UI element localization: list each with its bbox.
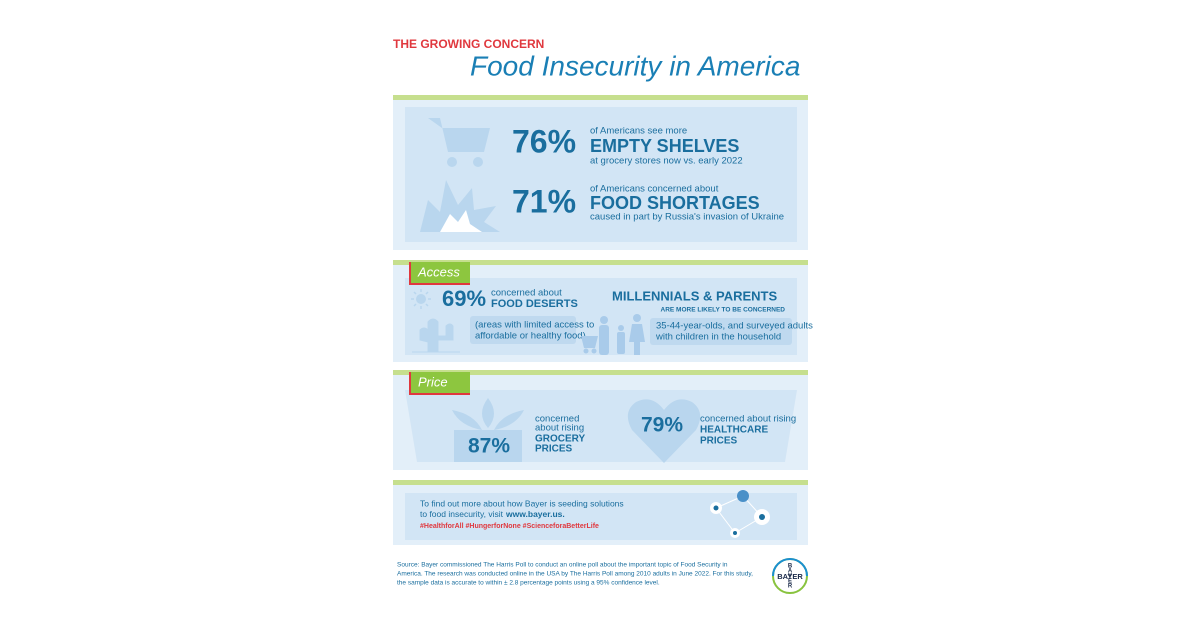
kicker: THE GROWING CONCERN xyxy=(393,37,544,51)
cart-icon xyxy=(428,118,490,167)
note-box xyxy=(650,318,792,345)
price-headline: HEALTHCARE xyxy=(700,425,768,436)
panel-bar xyxy=(393,370,808,375)
price-headline: GROCERY xyxy=(535,434,586,445)
heart-icon xyxy=(627,399,701,463)
stat-headline: EMPTY SHELVES xyxy=(590,136,739,156)
price-headline: PRICES xyxy=(535,444,573,455)
panel-bar xyxy=(393,95,808,100)
stat-lead: of Americans concerned about xyxy=(590,184,719,195)
price-percent: 79% xyxy=(641,414,683,437)
tab-border xyxy=(409,372,470,395)
cta-line: to food insecurity, visit www.bayer.us. xyxy=(420,509,565,519)
tab xyxy=(410,262,470,283)
hashtags: #HealthforAll #HungerforNone #Sciencefor… xyxy=(420,523,599,530)
plant-icon xyxy=(452,398,524,462)
stat-detail: at grocery stores now vs. early 2022 xyxy=(590,156,743,167)
stat-detail: caused in part by Russia's invasion of U… xyxy=(590,212,784,223)
access-headline: FOOD DESERTS xyxy=(491,298,578,310)
access-lead: concerned about xyxy=(491,288,562,299)
cta-line: To find out more about how Bayer is seed… xyxy=(420,498,624,508)
explosion-icon xyxy=(420,180,500,232)
network-icon xyxy=(710,490,770,538)
title: Food Insecurity in America xyxy=(470,50,800,81)
cactus-icon xyxy=(412,318,460,353)
note-box xyxy=(470,316,576,344)
tab xyxy=(410,372,470,393)
price-lead: about rising xyxy=(535,423,584,434)
stat-percent: 76% xyxy=(512,123,576,159)
tab-label: Access xyxy=(417,264,460,279)
explosion-core xyxy=(440,210,482,232)
group-subtitle: ARE MORE LIKELY TO BE CONCERNED xyxy=(661,307,786,314)
family-icon xyxy=(581,314,645,355)
bayer-logo: BAYER BAYER xyxy=(772,558,808,594)
access-percent: 69% xyxy=(442,286,486,311)
access-note: affordable or healthy food) xyxy=(475,331,586,342)
logo-horizontal: BAYER xyxy=(777,572,803,581)
price-headline: PRICES xyxy=(700,436,738,447)
tab-label: Price xyxy=(418,374,448,389)
source-line: America. The research was conducted onli… xyxy=(397,571,753,578)
group-note: with children in the household xyxy=(655,332,781,343)
sun-icon xyxy=(411,289,431,309)
panel-bar xyxy=(393,480,808,485)
cta-text: to food insecurity, visit xyxy=(420,509,504,519)
panel-bar xyxy=(393,260,808,265)
stat-lead: of Americans see more xyxy=(590,126,687,137)
group-note: 35-44-year-olds, and surveyed adults xyxy=(656,321,813,332)
cta-url[interactable]: www.bayer.us. xyxy=(505,509,565,519)
stat-percent: 71% xyxy=(512,183,576,219)
price-percent: 87% xyxy=(468,435,510,458)
price-lead: concerned xyxy=(535,414,579,425)
source-line: Source: Bayer commissioned The Harris Po… xyxy=(397,562,728,569)
access-note: (areas with limited access to xyxy=(475,320,594,331)
stat-headline: FOOD SHORTAGES xyxy=(590,193,760,213)
logo-vertical: BAYER xyxy=(787,564,793,589)
tab-border xyxy=(409,262,470,285)
source-line: the sample data is accurate to within ± … xyxy=(397,580,660,587)
group-title: MILLENNIALS & PARENTS xyxy=(612,288,777,303)
price-lead: concerned about rising xyxy=(700,414,796,425)
